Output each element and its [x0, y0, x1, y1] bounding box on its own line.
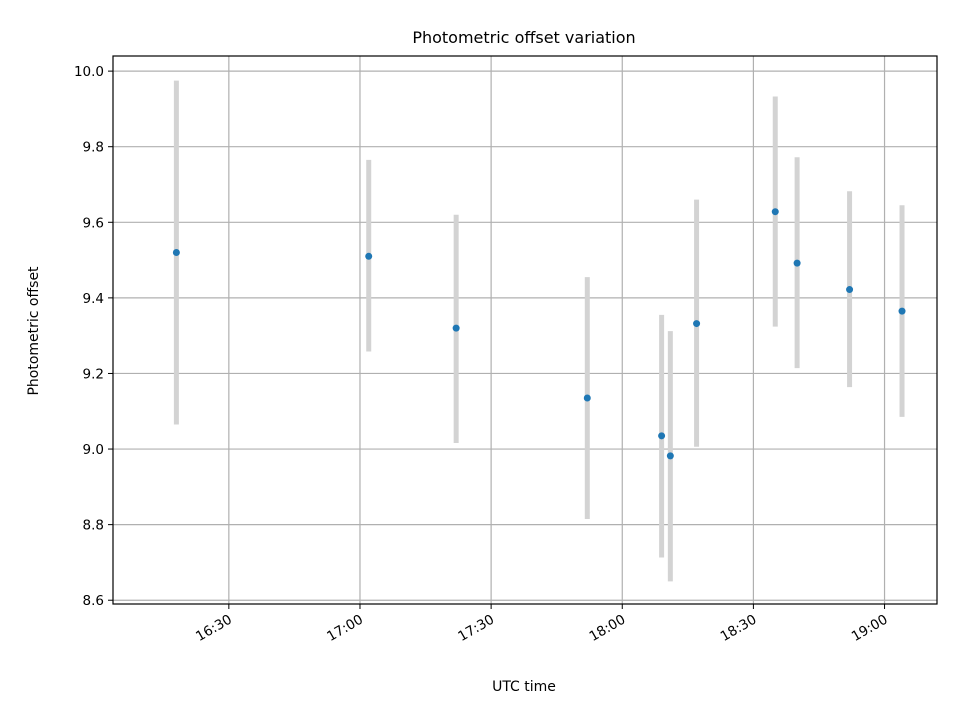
x-axis: 16:30 17:00 17:30 18:00 18:30 19:00 [193, 604, 891, 645]
data-point [898, 307, 906, 315]
grid [113, 56, 937, 604]
x-tick-label: 18:30 [718, 612, 760, 645]
y-tick-label: 9.0 [83, 442, 104, 458]
data-point [658, 432, 666, 440]
y-axis: 8.6 8.8 9.0 9.2 9.4 9.6 9.8 10.0 [74, 64, 113, 609]
y-tick-label: 8.8 [83, 518, 104, 534]
plot-frame [112, 55, 938, 605]
error-bars [173, 80, 905, 582]
data-point [846, 286, 854, 294]
x-tick-label: 19:00 [849, 612, 891, 645]
y-axis-label: Photometric offset [26, 266, 42, 396]
chart-title: Photometric offset variation [412, 28, 635, 47]
data-point [452, 324, 460, 332]
x-tick-label: 16:30 [193, 612, 235, 645]
x-tick-label: 18:00 [587, 612, 629, 645]
x-tick-label: 17:00 [324, 612, 366, 645]
y-tick-label: 9.4 [83, 291, 104, 307]
data-point [666, 452, 674, 460]
y-tick-label: 9.8 [83, 140, 104, 156]
data-point [365, 252, 373, 260]
x-tick-label: 17:30 [455, 612, 497, 645]
data-point [583, 394, 591, 402]
data-point [771, 208, 779, 216]
data-point [693, 320, 701, 328]
y-tick-label: 10.0 [74, 64, 104, 80]
data-point [793, 259, 801, 267]
y-tick-label: 9.2 [83, 366, 104, 382]
x-axis-label: UTC time [492, 679, 556, 695]
y-tick-label: 9.6 [83, 215, 104, 231]
data-points [172, 208, 906, 460]
y-tick-label: 8.6 [83, 593, 104, 609]
data-point [172, 249, 180, 257]
